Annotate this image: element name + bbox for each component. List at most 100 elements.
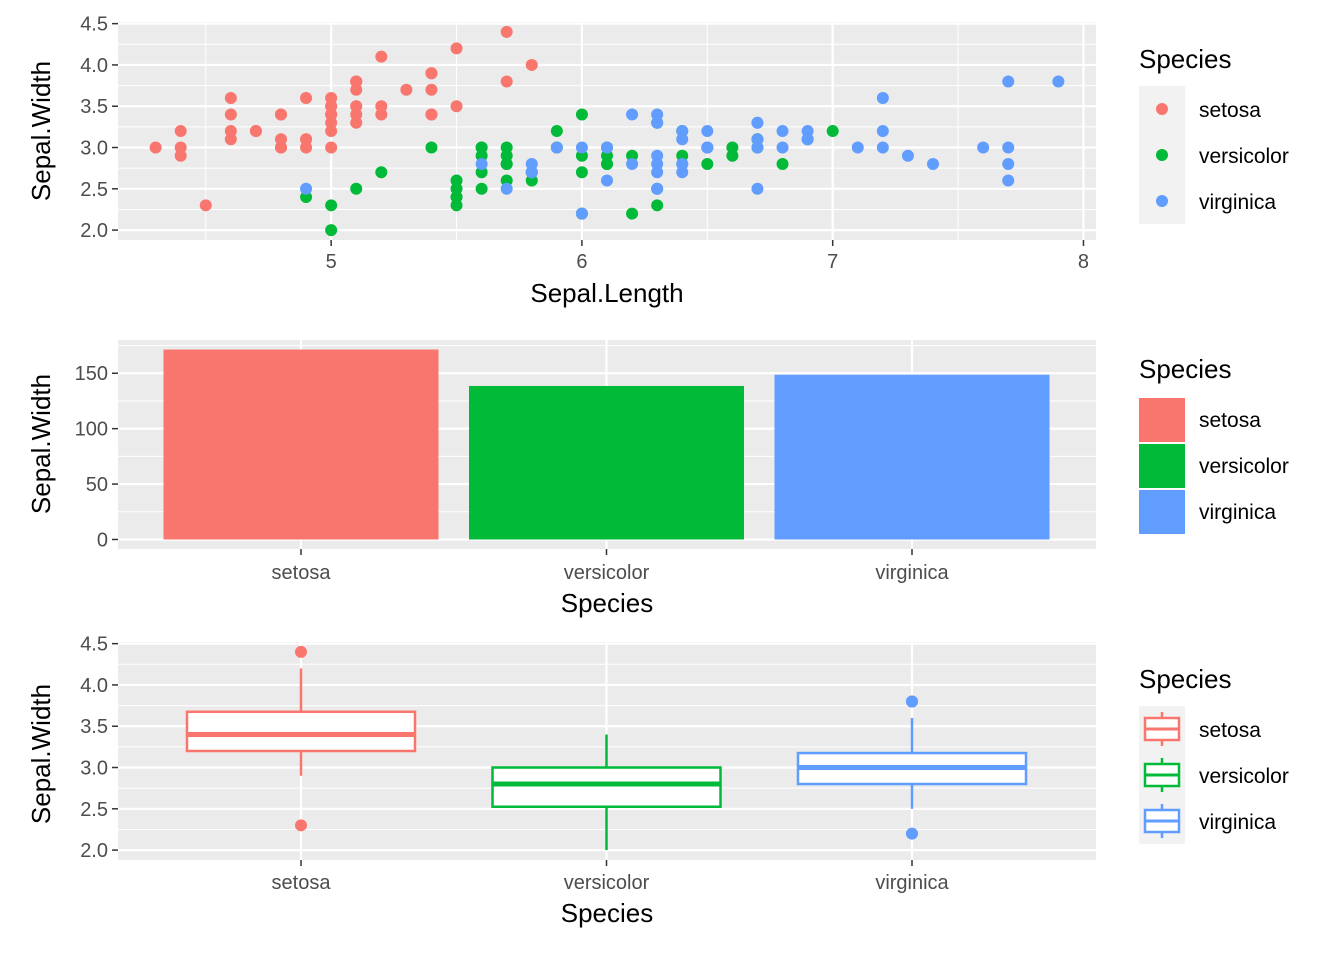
box-outlier-setosa xyxy=(295,819,307,831)
scatter-point-setosa xyxy=(275,142,287,154)
box-x-axis-label: Species xyxy=(561,898,654,928)
box-legend-label-virginica: virginica xyxy=(1199,811,1276,834)
scatter-point-setosa xyxy=(175,125,187,137)
scatter-point-virginica xyxy=(852,142,864,154)
bar-legend-key-virginica xyxy=(1139,490,1185,534)
scatter-point-versicolor xyxy=(701,158,713,170)
scatter-point-setosa xyxy=(501,26,513,38)
scatter-point-versicolor xyxy=(350,183,362,195)
bar-y-tick-label: 50 xyxy=(86,474,108,496)
scatter-point-setosa xyxy=(526,59,538,71)
scatter-point-versicolor xyxy=(576,166,588,178)
scatter-point-versicolor xyxy=(827,125,839,137)
box-chart: 2.02.53.03.54.04.5setosa versicolor virgin… xyxy=(26,634,1096,928)
bar-legend-label-setosa: setosa xyxy=(1199,409,1261,432)
scatter-point-versicolor xyxy=(476,142,488,154)
box-outlier-setosa xyxy=(295,646,307,658)
scatter-point-setosa xyxy=(275,108,287,120)
scatter-point-virginica xyxy=(551,142,563,154)
scatter-x-tick-label: 7 xyxy=(827,251,838,273)
scatter-point-setosa xyxy=(400,84,412,96)
scatter-point-virginica xyxy=(751,117,763,129)
scatter-point-versicolor xyxy=(425,142,437,154)
scatter-point-setosa xyxy=(225,108,237,120)
box-legend: Species setosa versicolor virginica xyxy=(1139,664,1289,844)
scatter-point-setosa xyxy=(300,92,312,104)
scatter-y-tick-label: 3.0 xyxy=(80,138,108,160)
scatter-legend: Species setosa versicolor virginica xyxy=(1139,44,1289,224)
scatter-x-tick-label: 5 xyxy=(326,251,337,273)
scatter-point-setosa xyxy=(425,84,437,96)
scatter-point-setosa xyxy=(250,125,262,137)
scatter-point-setosa xyxy=(451,100,463,112)
scatter-point-setosa xyxy=(325,142,337,154)
scatter-point-versicolor xyxy=(325,199,337,211)
bar-x-axis-label: Species xyxy=(561,588,654,618)
scatter-point-virginica xyxy=(751,142,763,154)
scatter-point-setosa xyxy=(150,142,162,154)
scatter-point-virginica xyxy=(701,142,713,154)
scatter-point-virginica xyxy=(300,183,312,195)
scatter-x-tick-label: 8 xyxy=(1078,251,1089,273)
scatter-y-tick-label: 2.5 xyxy=(80,179,108,201)
scatter-point-versicolor xyxy=(777,158,789,170)
scatter-point-virginica xyxy=(476,158,488,170)
scatter-point-setosa xyxy=(425,108,437,120)
scatter-point-virginica xyxy=(777,125,789,137)
scatter-point-setosa xyxy=(300,133,312,145)
scatter-y-axis-label: Sepal.Width xyxy=(26,61,56,201)
bar-x-tick-label: virginica xyxy=(875,562,949,584)
scatter-y-tick-label: 2.0 xyxy=(80,220,108,242)
scatter-point-setosa xyxy=(375,108,387,120)
scatter-x-axis-label: Sepal.Length xyxy=(530,278,683,308)
scatter-y-tick-label: 3.5 xyxy=(80,96,108,118)
scatter-point-setosa xyxy=(451,42,463,54)
box-y-tick-label: 2.0 xyxy=(80,840,108,862)
scatter-point-versicolor xyxy=(626,208,638,220)
scatter-point-setosa xyxy=(225,92,237,104)
bar-legend-label-versicolor: versicolor xyxy=(1199,455,1289,478)
scatter-point-setosa xyxy=(375,51,387,63)
scatter-point-setosa xyxy=(501,75,513,87)
scatter-point-virginica xyxy=(1002,75,1014,87)
bar-legend-title: Species xyxy=(1139,354,1232,384)
scatter-point-versicolor xyxy=(501,158,513,170)
box-x-tick-label: versicolor xyxy=(564,872,650,894)
bar-x-tick-label: versicolor xyxy=(564,562,650,584)
box-y-tick-label: 4.0 xyxy=(80,675,108,697)
scatter-point-versicolor xyxy=(325,224,337,236)
bar-virginica xyxy=(775,375,1050,540)
scatter-x-tick-label: 6 xyxy=(576,251,587,273)
bar-legend-key-versicolor xyxy=(1139,444,1185,488)
bar-y-tick-label: 150 xyxy=(75,363,108,385)
scatter-point-setosa xyxy=(175,142,187,154)
bar-legend-keys xyxy=(1139,398,1185,534)
scatter-legend-title: Species xyxy=(1139,44,1232,74)
scatter-point-virginica xyxy=(676,133,688,145)
scatter-point-versicolor xyxy=(576,108,588,120)
box-y-axis-label: Sepal.Width xyxy=(26,684,56,824)
scatter-point-setosa xyxy=(425,67,437,79)
scatter-point-virginica xyxy=(902,150,914,162)
scatter-point-virginica xyxy=(576,142,588,154)
scatter-point-virginica xyxy=(601,175,613,187)
scatter-point-versicolor xyxy=(551,125,563,137)
scatter-point-setosa xyxy=(200,199,212,211)
scatter-point-virginica xyxy=(877,92,889,104)
scatter-point-virginica xyxy=(1052,75,1064,87)
scatter-point-virginica xyxy=(651,183,663,195)
scatter-legend-key-versicolor xyxy=(1156,149,1168,161)
bar-setosa xyxy=(164,350,439,540)
box-y-tick-label: 3.5 xyxy=(80,716,108,738)
scatter-chart: 2.02.53.03.54.04.55 6 7 8 Sepal.Length Sepa… xyxy=(26,14,1096,308)
scatter-point-virginica xyxy=(576,208,588,220)
box-versicolor xyxy=(493,768,721,807)
scatter-point-versicolor xyxy=(726,142,738,154)
scatter-legend-key-virginica xyxy=(1156,195,1168,207)
scatter-point-virginica xyxy=(927,158,939,170)
scatter-point-virginica xyxy=(601,142,613,154)
scatter-legend-label-versicolor: versicolor xyxy=(1199,145,1289,168)
bar-y-tick-label: 100 xyxy=(75,419,108,441)
scatter-point-virginica xyxy=(1002,158,1014,170)
